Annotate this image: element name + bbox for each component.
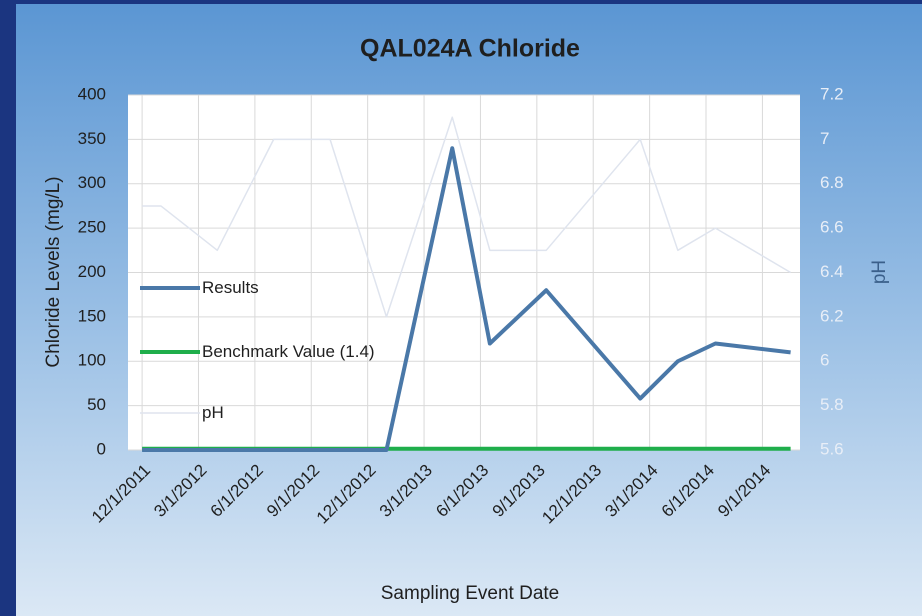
x-axis-title: Sampling Event Date — [381, 583, 560, 604]
y2-tick-label: 6.8 — [820, 173, 844, 192]
x-tick-label: 3/1/2014 — [601, 461, 661, 521]
y2-tick-label: 5.8 — [820, 395, 844, 414]
x-tick-label: 6/1/2013 — [432, 461, 492, 521]
x-tick-label: 9/1/2014 — [714, 461, 774, 521]
y2-tick-label: 7 — [820, 129, 829, 148]
legend-entry: Benchmark Value (1.4) — [202, 342, 375, 361]
x-tick-label: 3/1/2013 — [376, 461, 436, 521]
y-tick-label: 400 — [78, 84, 106, 103]
legend-label: pH — [202, 403, 224, 422]
y2-tick-label: 6.4 — [820, 262, 844, 281]
x-tick-label: 6/1/2012 — [207, 461, 267, 521]
series-line — [142, 146, 791, 452]
y2-axis-title: pH — [869, 260, 890, 284]
x-tick-label: 3/1/2012 — [150, 461, 210, 521]
legend-entry: Results — [202, 278, 259, 297]
y-tick-label: 100 — [78, 351, 106, 370]
legend-label: Benchmark Value (1.4) — [202, 342, 375, 361]
x-tick-label: 12/1/2012 — [313, 461, 380, 528]
y2-tick-label: 6.2 — [820, 306, 844, 325]
y-axis-title: Chloride Levels (mg/L) — [43, 176, 64, 367]
y-tick-label: 200 — [78, 262, 106, 281]
y-tick-label: 300 — [78, 173, 106, 192]
x-tick-label: 12/1/2013 — [538, 461, 605, 528]
chart-title: QAL024A Chloride — [360, 35, 580, 63]
y-tick-label: 0 — [97, 439, 106, 458]
y2-tick-label: 7.2 — [820, 84, 844, 103]
y-tick-label: 50 — [87, 395, 106, 414]
legend-label: Results — [202, 278, 259, 297]
legend-entry: pH — [202, 403, 224, 422]
y-tick-label: 250 — [78, 218, 106, 237]
y-tick-label: 350 — [78, 129, 106, 148]
series-line — [142, 116, 791, 318]
y-tick-label: 150 — [78, 306, 106, 325]
y2-tick-label: 6.6 — [820, 218, 844, 237]
y2-tick-label: 5.6 — [820, 439, 844, 458]
x-tick-label: 12/1/2011 — [88, 461, 154, 527]
y2-tick-label: 6 — [820, 351, 829, 370]
x-tick-label: 6/1/2014 — [658, 461, 718, 521]
